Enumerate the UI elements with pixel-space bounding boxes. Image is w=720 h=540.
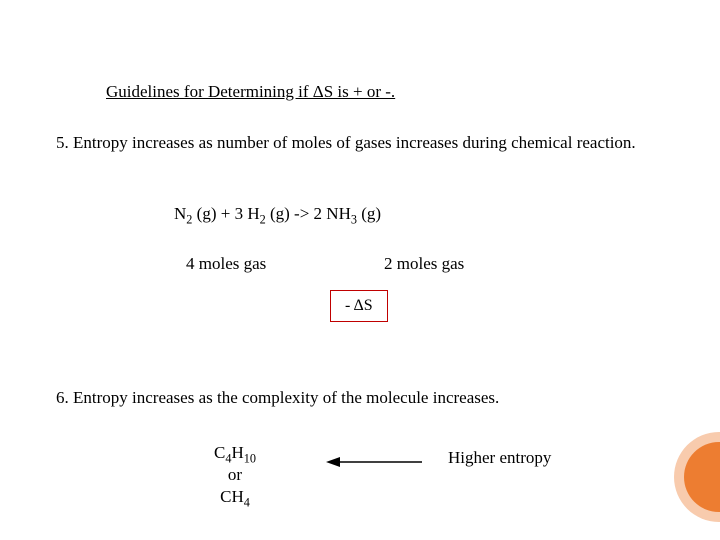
molecule-formulas: C4H10 or CH4 xyxy=(214,442,256,508)
formula-or: or xyxy=(214,464,256,486)
f-sub4: 4 xyxy=(244,496,250,510)
eq-n2: N xyxy=(174,204,186,223)
f-ch: CH xyxy=(220,487,244,506)
arrow-left-icon xyxy=(326,452,426,472)
eq-part2: (g) -> 2 NH xyxy=(266,204,351,223)
moles-product: 2 moles gas xyxy=(384,254,464,274)
slide-title: Guidelines for Determining if ΔS is + or… xyxy=(106,82,395,102)
higher-entropy-label: Higher entropy xyxy=(448,448,551,468)
f-c: C xyxy=(214,443,225,462)
eq-part3: (g) xyxy=(357,204,381,223)
eq-part1: (g) + 3 H xyxy=(192,204,259,223)
rule-6-text: 6. Entropy increases as the complexity o… xyxy=(56,388,656,408)
f-10: 10 xyxy=(244,451,256,465)
f-h: H xyxy=(231,443,243,462)
chemical-equation: N2 (g) + 3 H2 (g) -> 2 NH3 (g) xyxy=(174,204,381,224)
formula-c4h10: C4H10 xyxy=(214,442,256,464)
moles-reactant: 4 moles gas xyxy=(186,254,266,274)
formula-ch4: CH4 xyxy=(214,486,256,508)
decorative-circle xyxy=(668,432,720,522)
rule-5-text: 5. Entropy increases as number of moles … xyxy=(56,132,656,155)
slide: Guidelines for Determining if ΔS is + or… xyxy=(0,0,720,540)
delta-s-box: - ΔS xyxy=(330,290,388,322)
